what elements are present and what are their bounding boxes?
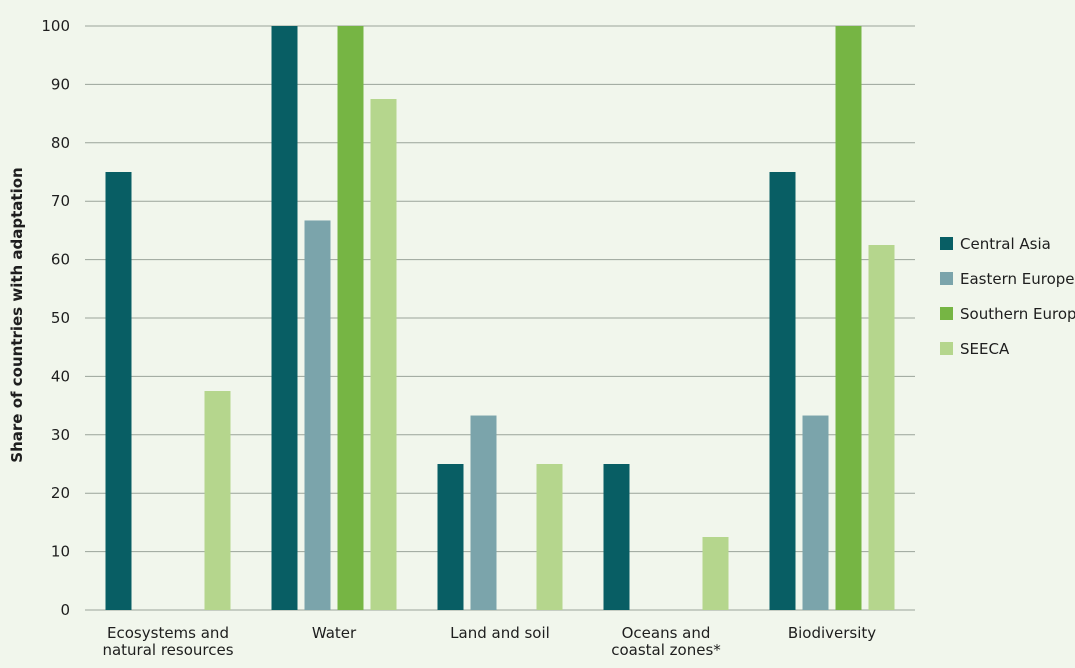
y-tick-label: 10 [51,543,70,561]
bar [105,172,132,610]
bar [470,415,497,610]
y-tick-label: 80 [51,134,70,152]
x-category-label: natural resources [102,641,233,659]
y-tick-label: 0 [60,601,70,619]
y-tick-label: 60 [51,251,70,269]
x-category-label: coastal zones* [611,641,721,659]
x-category-label: Water [312,624,357,642]
legend-swatch [940,237,953,250]
y-tick-label: 40 [51,367,70,385]
bar [204,391,231,610]
bar [370,99,397,610]
x-category-label: Oceans and [622,624,711,642]
y-tick-label: 100 [41,17,70,35]
y-tick-label: 30 [51,426,70,444]
bar [603,464,630,610]
x-category-label: Ecosystems and [107,624,229,642]
legend-swatch [940,307,953,320]
y-tick-label: 90 [51,75,70,93]
bar [835,26,862,610]
y-tick-label: 50 [51,309,70,327]
y-axis-title: Share of countries with adaptation [8,167,26,462]
y-tick-label: 70 [51,192,70,210]
bar [769,172,796,610]
legend-swatch [940,342,953,355]
legend: Central Asia Eastern Europe Southern Europ… [940,235,1075,358]
legend-swatch [940,272,953,285]
y-axis-ticks: 0 10 20 30 40 50 60 70 80 90 100 [41,17,70,619]
bar [337,26,364,610]
x-category-label: Land and soil [450,624,550,642]
bar [271,26,298,610]
legend-label: Eastern Europe [960,270,1075,288]
bars [105,26,895,611]
y-tick-label: 20 [51,484,70,502]
legend-label: Southern Europe [960,305,1075,323]
bar [702,537,729,610]
bar [536,464,563,610]
bar [868,245,895,610]
bar [437,464,464,610]
bar [304,220,331,611]
bar [802,415,829,610]
legend-label: SEECA [960,340,1010,358]
legend-label: Central Asia [960,235,1051,253]
x-category-label: Biodiversity [788,624,876,642]
